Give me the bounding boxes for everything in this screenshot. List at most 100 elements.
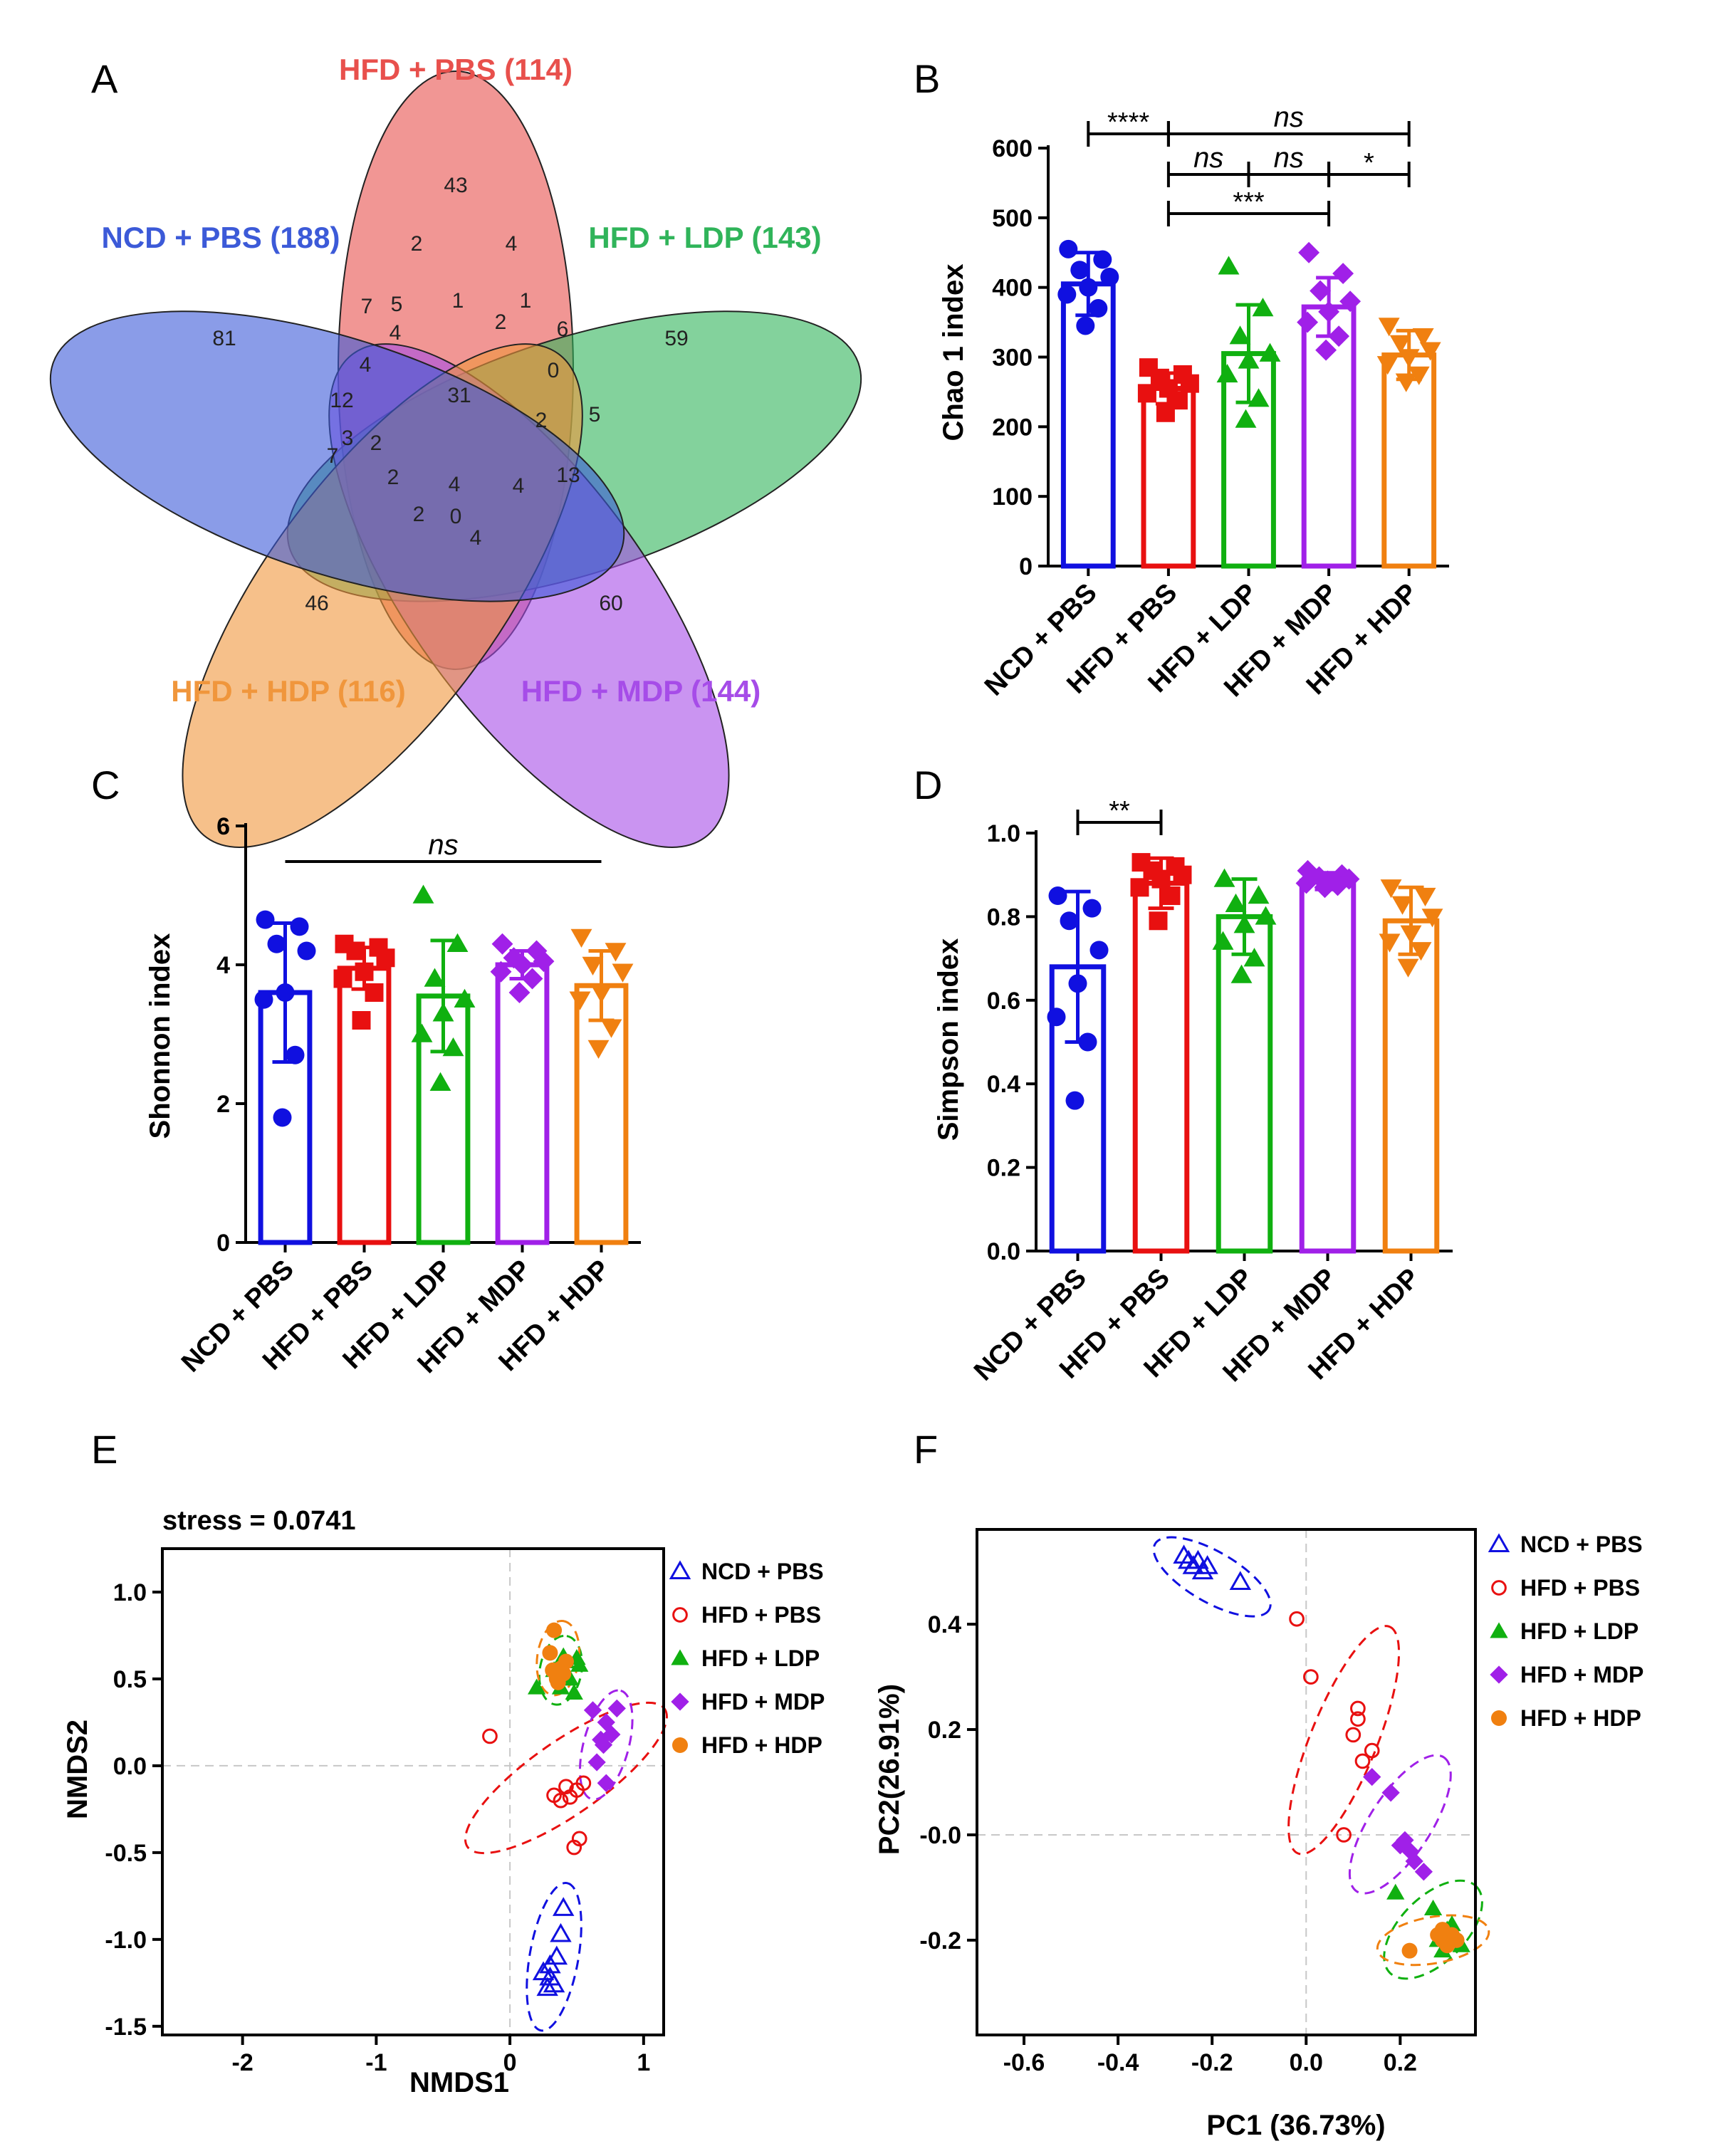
data-point: [1398, 349, 1420, 368]
legend-label: HFD + MDP: [1520, 1662, 1643, 1687]
venn-count: 12: [330, 389, 353, 412]
legend-marker: [669, 1560, 691, 1579]
x-tick-label: -1: [365, 2049, 387, 2076]
data-point: [1350, 1700, 1366, 1717]
data-point: [1191, 1560, 1214, 1580]
data-point: [587, 1753, 606, 1772]
data-point: [412, 884, 434, 904]
data-point: [1386, 1883, 1405, 1900]
venn-count: 60: [599, 592, 622, 615]
data-point: [1212, 931, 1234, 950]
venn-count: 46: [305, 592, 328, 615]
y-tick-label: 1.0: [987, 820, 1020, 847]
data-point: [1216, 364, 1238, 383]
data-point: [432, 1003, 454, 1022]
data-point: [553, 1792, 569, 1809]
chart-f-plot: -0.6 -0.4 -0.2 0.0 0.2 0.4 0.2 -0.0 -0.2: [919, 1528, 1490, 2076]
data-point: [1391, 1836, 1409, 1855]
data-point: [1379, 933, 1401, 953]
venn-count: 43: [444, 174, 467, 197]
panel-label-e: E: [91, 1427, 117, 1472]
significance-label: ns: [1193, 142, 1223, 174]
data-point: [536, 1977, 558, 1997]
data-point: [290, 917, 309, 936]
data-point: [1252, 298, 1274, 317]
data-point: [1327, 874, 1349, 896]
data-point: [355, 962, 374, 981]
data-point: [1381, 1784, 1400, 1802]
data-point: [1196, 1555, 1218, 1574]
legend-marker: [1488, 1533, 1510, 1552]
significance-label: ***: [1233, 187, 1265, 217]
data-point: [1248, 388, 1270, 407]
confidence-ellipse: [1152, 1536, 1272, 1618]
legend-item: NCD + PBS: [669, 1559, 824, 1584]
y-tick-label: 0.4: [928, 1611, 961, 1638]
venn-label-hfd-hdp: HFD + HDP (116): [171, 674, 406, 708]
data-point: [333, 969, 352, 988]
venn-count: 5: [391, 293, 403, 316]
y-tick-label: 600: [992, 135, 1033, 162]
panel-label-f: F: [914, 1427, 938, 1472]
data-point: [376, 948, 395, 968]
data-point: [521, 968, 543, 990]
venn-count: 4: [470, 526, 482, 550]
data-point: [597, 1774, 615, 1792]
data-point: [1350, 1711, 1366, 1727]
legend-marker: [1490, 1622, 1508, 1638]
legend-marker: [1491, 1580, 1507, 1596]
bar: [1132, 880, 1190, 1254]
venn-label-hfd-ldp: HFD + LDP (143): [588, 221, 821, 254]
data-point: [424, 968, 446, 987]
venn-count: 4: [360, 353, 372, 377]
y-tick-label: 0: [216, 1230, 230, 1257]
venn-count: 4: [449, 473, 461, 496]
data-point: [566, 1839, 582, 1856]
plot-frame: [161, 1547, 665, 2036]
data-point: [1230, 964, 1253, 983]
data-point: [1235, 409, 1257, 428]
venn-count: 2: [495, 310, 507, 334]
y-tick-label: 2: [216, 1091, 230, 1118]
data-point: [411, 1023, 433, 1042]
legend-item: HFD + PBS: [672, 1602, 821, 1628]
venn-count: 13: [556, 464, 580, 487]
data-point: [1395, 373, 1417, 392]
data-point: [558, 1653, 574, 1670]
data-point: [1248, 885, 1270, 904]
confidence-ellipse: [464, 1701, 668, 1855]
data-point: [1070, 261, 1089, 280]
legend-item: HFD + HDP: [672, 1732, 822, 1758]
data-point: [597, 1713, 615, 1732]
data-point: [575, 1775, 592, 1791]
significance-bracket: ***: [1166, 187, 1331, 226]
significance-bracket: **: [1076, 796, 1163, 835]
chart-d-ylabel: Simpson index: [933, 938, 964, 1141]
chart-f-xlabel: PC1 (36.73%): [1206, 2110, 1385, 2141]
data-point: [297, 941, 316, 961]
data-point: [1448, 1932, 1465, 1948]
data-point: [276, 983, 295, 1002]
data-point: [590, 984, 612, 1003]
data-point: [1213, 868, 1235, 887]
significance-bracket: ns: [1166, 102, 1411, 147]
x-tick-label: -2: [232, 2049, 254, 2076]
data-point: [1089, 299, 1108, 318]
chart-e-ylabel: NMDS2: [62, 1720, 93, 1819]
chart-c-marks: ns: [254, 830, 634, 1245]
chart-d-marks: **: [1047, 796, 1443, 1254]
data-point: [570, 928, 592, 948]
data-point: [1364, 1742, 1380, 1759]
y-tick-label: 1.0: [113, 1579, 147, 1606]
data-point: [1229, 1571, 1252, 1590]
data-point: [1161, 886, 1181, 906]
data-point: [1060, 911, 1079, 931]
legend-label: NCD + PBS: [1520, 1532, 1643, 1557]
data-point: [1100, 267, 1119, 286]
legend-label: HFD + PBS: [1520, 1575, 1640, 1601]
data-point: [605, 943, 627, 962]
data-point: [286, 1045, 305, 1064]
venn-count: 59: [664, 327, 688, 350]
